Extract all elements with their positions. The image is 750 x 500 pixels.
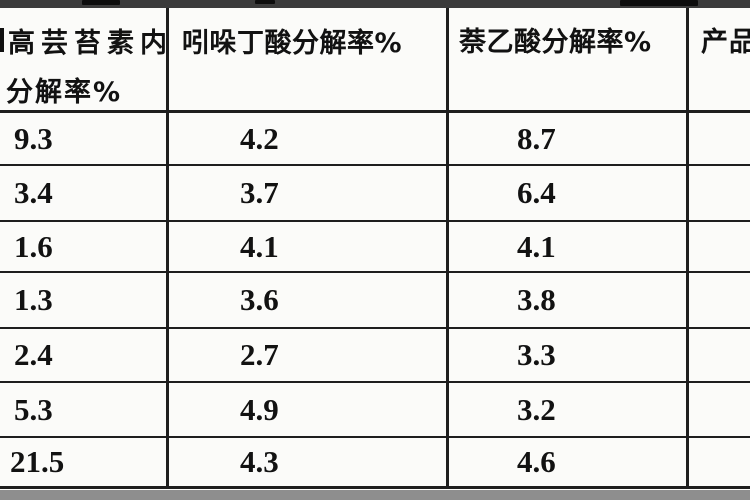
table-bottom-border [0, 490, 750, 500]
table-cell: 1.3 [14, 282, 53, 317]
column-divider [446, 8, 449, 489]
row-divider [0, 327, 750, 329]
column-divider [166, 8, 169, 489]
scan-artifact [255, 0, 275, 4]
table-cell: 8.7 [517, 121, 556, 156]
table-cell: 1.6 [14, 229, 53, 264]
table-cell: 3.8 [517, 282, 556, 317]
clipped-character-fragment [0, 28, 4, 52]
header-col3: 萘乙酸分解率% [459, 27, 652, 58]
table-cell: 9.3 [14, 121, 53, 156]
table-cell: 4.2 [240, 121, 279, 156]
column-divider [686, 8, 689, 489]
table-cell: 4.6 [517, 444, 556, 479]
header-col1-line2: 分解率% [6, 77, 123, 108]
header-col2: 吲哚丁酸分解率% [182, 28, 403, 59]
table-cell: 2.7 [240, 337, 279, 372]
row-divider [0, 381, 750, 383]
table-cell: 3.3 [517, 337, 556, 372]
row-divider [0, 271, 750, 273]
table-top-border [0, 0, 750, 8]
table-cell: 5.3 [14, 392, 53, 427]
header-divider [0, 110, 750, 113]
row-divider [0, 436, 750, 438]
row-divider [0, 164, 750, 166]
table-cell: 4.1 [517, 229, 556, 264]
table-cell: 4.1 [240, 229, 279, 264]
table-cell: 4.9 [240, 392, 279, 427]
table-cell: 6.4 [517, 175, 556, 210]
table-bottom-line [0, 486, 750, 489]
row-divider [0, 220, 750, 222]
scan-artifact [82, 0, 120, 5]
table-cell: 3.4 [14, 175, 53, 210]
scan-artifact [620, 0, 698, 6]
table-cell: 4.3 [240, 444, 279, 479]
table-cell: 3.7 [240, 175, 279, 210]
table-cell: 3.2 [517, 392, 556, 427]
table-cell: 3.6 [240, 282, 279, 317]
header-col4: 产品 [701, 27, 750, 58]
header-col1-line1: 高芸苔素内 [8, 28, 173, 59]
table-cell: 21.5 [10, 444, 65, 479]
table-cell: 2.4 [14, 337, 53, 372]
